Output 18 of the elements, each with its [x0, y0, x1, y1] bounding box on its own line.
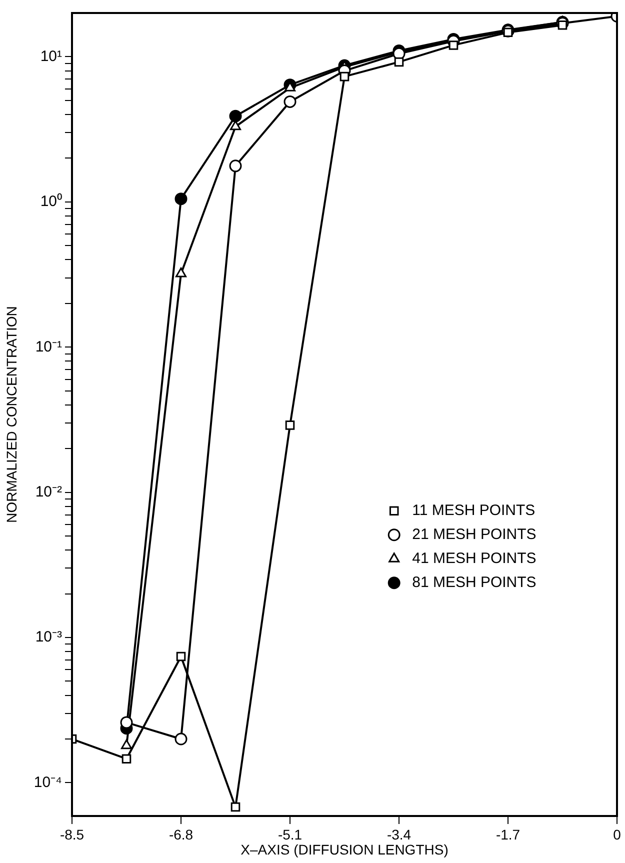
y-tick-label: 10⁰ [40, 193, 62, 210]
x-tick-label: -6.8 [168, 826, 194, 842]
y-axis-title: NORMALIZED CONCENTRATION [3, 306, 20, 523]
y-tick-label: 10⁻² [35, 483, 62, 500]
legend-label: 81 MESH POINTS [412, 574, 536, 591]
x-tick-label: 0 [613, 826, 622, 842]
x-tick-label: -5.1 [278, 826, 302, 842]
legend-label: 41 MESH POINTS [412, 550, 536, 567]
x-tick-label: -1.7 [496, 826, 520, 842]
y-tick-label: 10⁻⁴ [34, 774, 62, 791]
y-tick-label: 10⁻³ [35, 628, 62, 646]
legend-label: 21 MESH POINTS [412, 526, 536, 543]
legend-label: 11 MESH POINTS [412, 502, 536, 519]
y-tick-label: 10¹ [40, 48, 62, 65]
y-tick-label: 10⁻¹ [35, 338, 62, 356]
x-tick-label: -3.4 [386, 826, 412, 842]
x-axis-title: X–AXIS (DIFFUSION LENGTHS) [240, 841, 448, 858]
x-tick-label: -8.5 [60, 826, 84, 842]
